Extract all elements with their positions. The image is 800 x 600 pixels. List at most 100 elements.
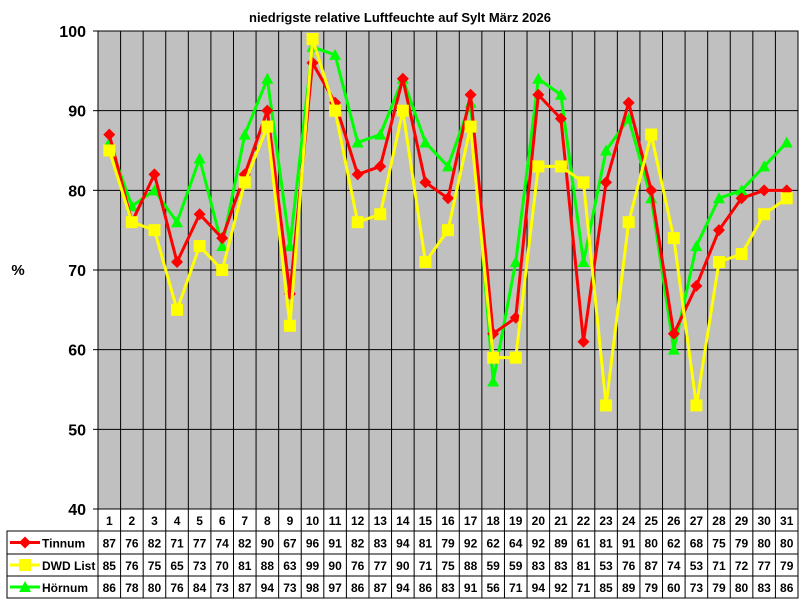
data-point-square	[396, 104, 409, 117]
data-point-diamond	[171, 256, 184, 269]
x-category-label: 25	[645, 514, 659, 528]
data-point-diamond	[600, 176, 613, 189]
table-cell-value: 53	[599, 559, 613, 573]
data-point-diamond	[103, 128, 116, 141]
x-category-label: 27	[690, 514, 704, 528]
x-category-label: 29	[735, 514, 749, 528]
data-point-square	[148, 224, 161, 237]
table-cell-value: 59	[486, 559, 500, 573]
data-point-triangle	[216, 240, 229, 252]
table-cell-value: 60	[667, 581, 681, 595]
table-cell-value: 94	[532, 581, 546, 595]
data-point-triangle	[780, 136, 793, 148]
data-point-triangle	[171, 216, 184, 228]
table-cell-value: 87	[374, 581, 388, 595]
x-category-label: 23	[599, 514, 613, 528]
x-category-label: 6	[219, 514, 226, 528]
data-point-square	[600, 399, 613, 412]
x-category-label: 19	[509, 514, 523, 528]
x-category-label: 4	[174, 514, 181, 528]
data-point-diamond	[735, 192, 748, 205]
table-cell-value: 65	[170, 559, 184, 573]
table-cell-value: 96	[306, 537, 320, 551]
table-cell-value: 79	[645, 581, 659, 595]
table-cell-value: 78	[125, 581, 139, 595]
data-point-diamond	[148, 168, 161, 181]
data-point-square	[19, 559, 31, 571]
table-cell-value: 71	[509, 581, 523, 595]
table-cell-value: 91	[328, 537, 342, 551]
x-category-label: 12	[351, 514, 365, 528]
table-cell-value: 80	[645, 537, 659, 551]
data-point-square	[261, 120, 274, 133]
x-category-label: 14	[396, 514, 410, 528]
table-cell-value: 76	[125, 537, 139, 551]
x-category-label: 30	[757, 514, 771, 528]
table-cell-value: 92	[532, 537, 546, 551]
table-cell-value: 76	[125, 559, 139, 573]
data-point-square	[216, 264, 229, 276]
table-cell-value: 97	[328, 581, 342, 595]
table-cell-value: 64	[509, 537, 523, 551]
table-cell-value: 90	[396, 559, 410, 573]
data-point-square	[125, 216, 138, 229]
table-cell-value: 83	[554, 559, 568, 573]
y-tick-label: 100	[59, 24, 86, 41]
x-category-label: 24	[622, 514, 636, 528]
table-cell-value: 73	[690, 581, 704, 595]
x-category-label: 18	[486, 514, 500, 528]
x-category-label: 22	[577, 514, 591, 528]
table-cell-value: 85	[103, 559, 117, 573]
table-cell-value: 68	[690, 537, 704, 551]
data-point-square	[283, 319, 296, 332]
table-cell-value: 77	[757, 559, 771, 573]
table-cell-value: 94	[261, 581, 275, 595]
table-cell-value: 73	[283, 581, 297, 595]
table-cell-value: 84	[193, 581, 207, 595]
table-cell-value: 79	[735, 537, 749, 551]
data-point-square	[667, 232, 680, 245]
y-tick-label: 50	[68, 422, 86, 439]
data-point-diamond	[667, 327, 680, 340]
table-cell-value: 82	[351, 537, 365, 551]
data-point-triangle	[329, 48, 342, 60]
table-cell-value: 80	[780, 537, 794, 551]
table-cell-value: 92	[464, 537, 478, 551]
legend-label: Tinnum	[42, 537, 85, 551]
data-point-triangle	[712, 192, 725, 204]
x-category-label: 7	[241, 514, 248, 528]
table-cell-value: 76	[170, 581, 184, 595]
table-cell-value: 76	[351, 559, 365, 573]
data-point-triangle	[577, 256, 590, 268]
y-axis-label: %	[11, 262, 24, 279]
data-point-triangle	[442, 160, 454, 172]
y-tick-label: 90	[68, 104, 86, 121]
series-dwd-list	[103, 32, 793, 412]
data-point-diamond	[396, 72, 409, 85]
data-point-triangle	[261, 72, 274, 84]
data-point-diamond	[19, 536, 31, 549]
table-cell-value: 83	[757, 581, 771, 595]
data-point-square	[758, 208, 771, 221]
plot-area: 40 50 60 70 80 90 100	[59, 24, 799, 519]
data-point-diamond	[464, 88, 477, 101]
data-point-diamond	[554, 112, 567, 125]
data-point-triangle	[148, 184, 161, 196]
table-cell-value: 73	[193, 559, 207, 573]
x-category-label: 5	[196, 514, 203, 528]
table-cell-value: 61	[577, 537, 591, 551]
data-point-diamond	[690, 279, 703, 292]
data-point-diamond	[374, 160, 387, 173]
table-cell-value: 99	[306, 559, 320, 573]
table-cell-value: 88	[464, 559, 478, 573]
x-category-label: 17	[464, 514, 478, 528]
x-category-label: 8	[264, 514, 271, 528]
table-cell-value: 91	[622, 537, 636, 551]
x-category-label: 28	[712, 514, 726, 528]
data-point-square	[193, 240, 206, 253]
data-point-diamond	[758, 184, 771, 197]
legend-label: DWD List	[42, 559, 95, 573]
data-point-diamond	[622, 96, 635, 109]
table-cell-value: 75	[148, 559, 162, 573]
